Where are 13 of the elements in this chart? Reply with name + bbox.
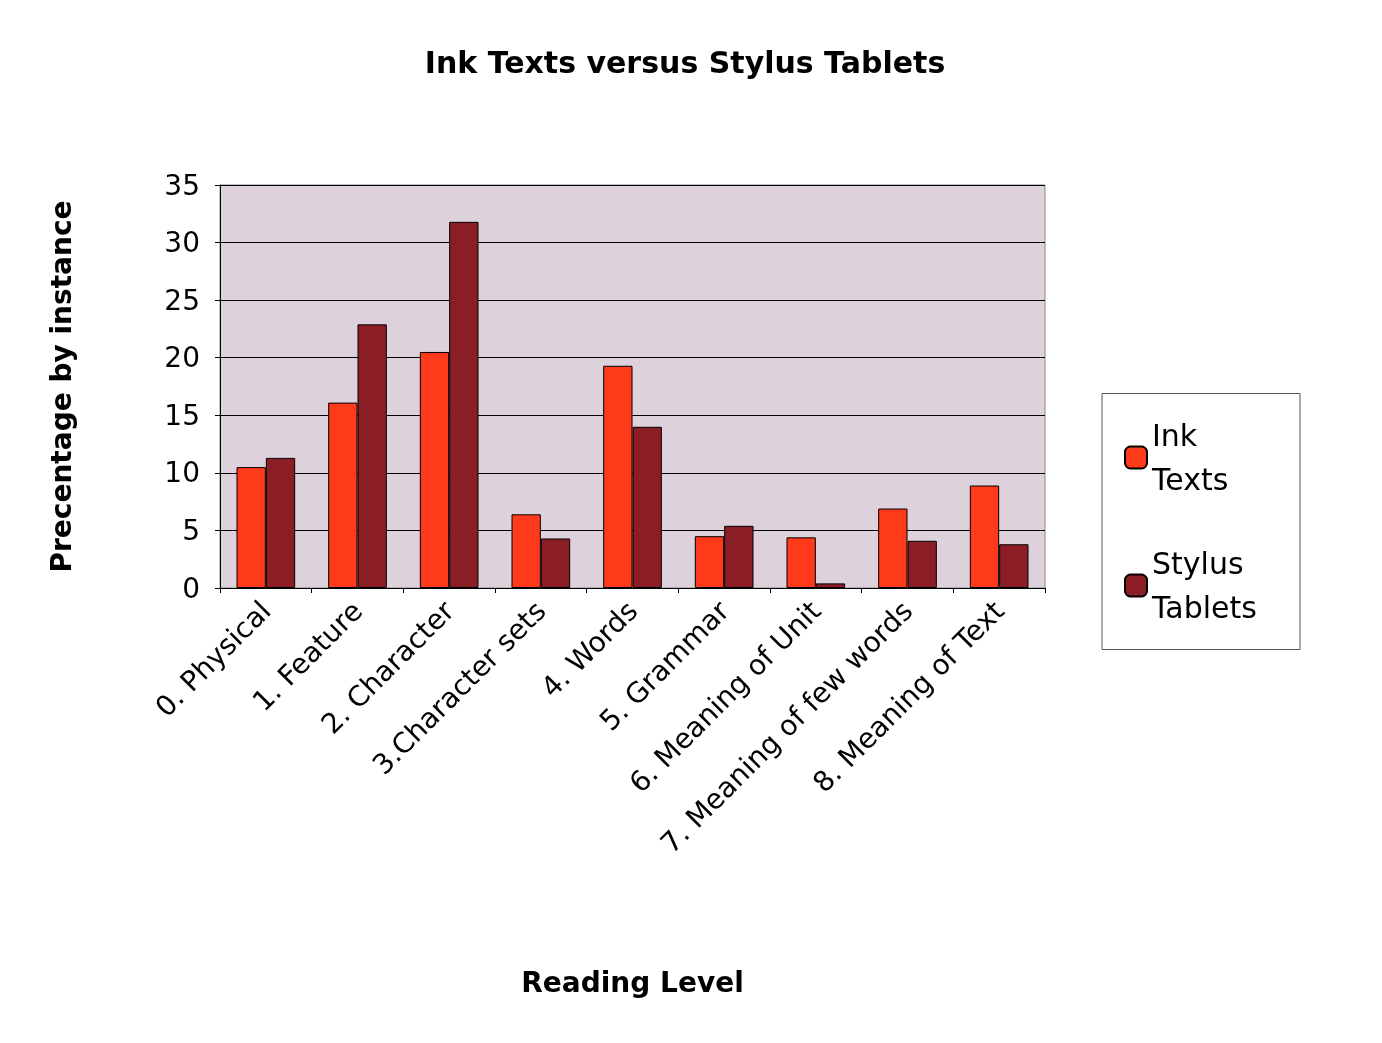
- y-tick-label: 30: [164, 226, 200, 260]
- y-tick-label: 0: [182, 571, 200, 605]
- y-axis-title: Precentage by instance: [44, 200, 78, 573]
- y-tick-label: 35: [164, 168, 200, 202]
- y-tick-label: 15: [164, 398, 200, 432]
- y-tick-label: 25: [164, 283, 200, 317]
- legend-label: Ink Texts: [1151, 418, 1229, 497]
- y-tick-label: 10: [164, 456, 200, 490]
- x-axis-title: Reading Level: [521, 965, 744, 999]
- y-tick-label: 20: [164, 341, 200, 375]
- chart-title: Ink Texts versus Stylus Tablets: [424, 44, 946, 80]
- y-tick-label: 5: [182, 513, 200, 547]
- legend-label: Stylus Tablets: [1151, 546, 1257, 625]
